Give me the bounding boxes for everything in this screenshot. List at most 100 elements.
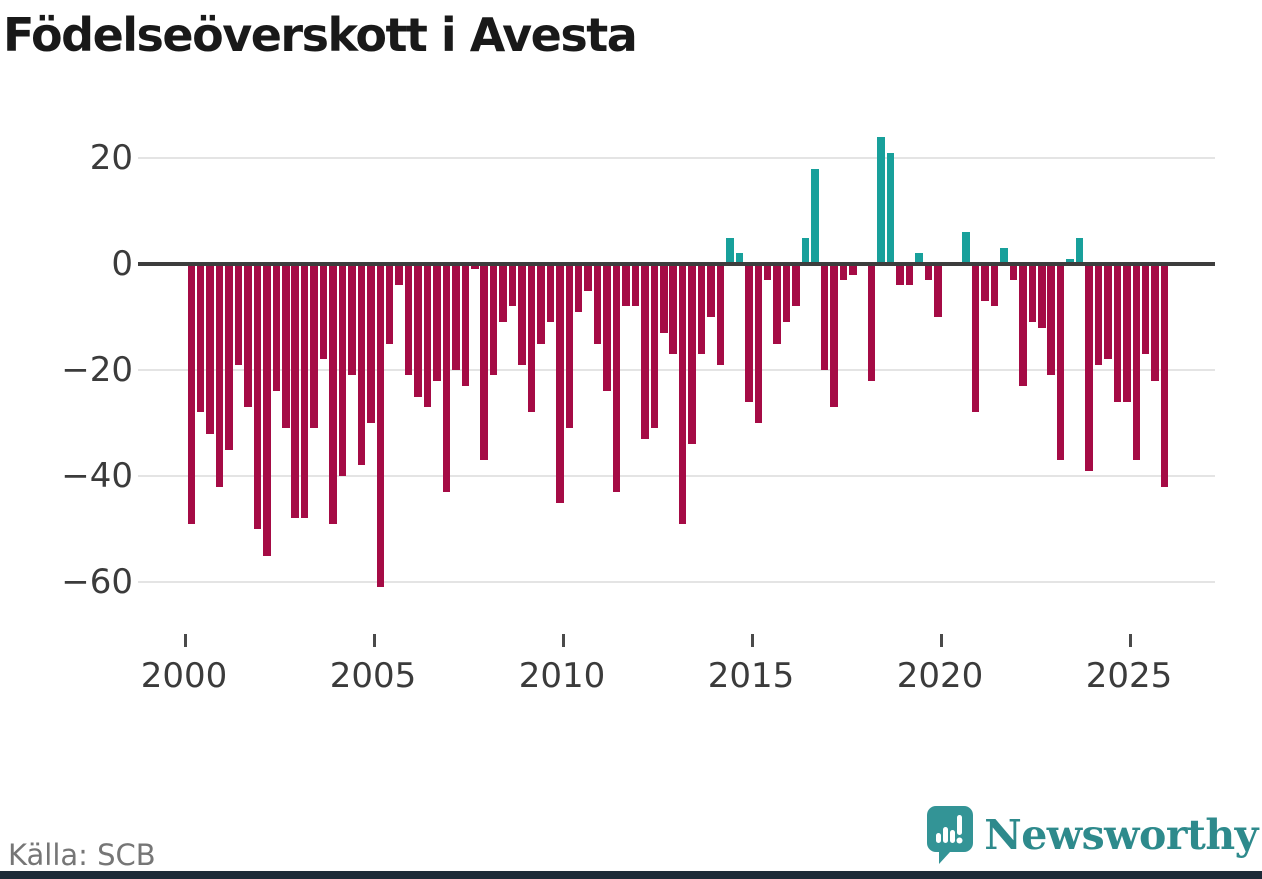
x-axis-tick <box>751 634 754 647</box>
newsworthy-logo: Newsworthy <box>926 805 1258 865</box>
bar-quarter-2013q2 <box>688 264 696 445</box>
bar-quarter-2020q4 <box>971 264 980 413</box>
y-axis-label: −40 <box>61 456 133 496</box>
x-axis-label: 2015 <box>707 656 795 696</box>
bar-quarter-2024q4 <box>1123 264 1131 402</box>
bar-quarter-2013q3 <box>697 264 706 355</box>
bar-quarter-2014q1 <box>716 264 725 365</box>
bar-quarter-2005q1 <box>376 264 384 588</box>
bar-quarter-2009q2 <box>537 264 545 344</box>
bar-quarter-2019q3 <box>924 264 933 280</box>
bar-quarter-2002q3 <box>282 264 290 429</box>
bar-quarter-2017q3 <box>849 264 857 275</box>
bar-quarter-2014q4 <box>745 264 753 402</box>
bar-quarter-2025q2 <box>1141 264 1150 355</box>
bar-quarter-2008q2 <box>499 264 507 323</box>
bar-quarter-2010q4 <box>593 264 602 344</box>
bar-quarter-2015q2 <box>763 264 772 280</box>
bar-quarter-2001q2 <box>234 264 243 365</box>
bar-quarter-2018q3 <box>886 152 895 264</box>
bar-quarter-2015q3 <box>773 264 781 344</box>
bar-quarter-2019q4 <box>934 264 942 317</box>
gridline <box>138 369 1215 371</box>
bar-quarter-2010q1 <box>565 264 573 429</box>
y-axis-label: 0 <box>111 244 133 284</box>
bar-quarter-2016q2 <box>801 237 810 264</box>
bar-quarter-2015q1 <box>754 264 762 423</box>
bar-quarter-2006q2 <box>423 264 432 408</box>
bar-quarter-2002q1 <box>263 264 271 556</box>
bar-quarter-2024q2 <box>1104 264 1112 360</box>
bar-quarter-2008q3 <box>508 264 517 307</box>
bar-quarter-2002q4 <box>291 264 299 519</box>
bar-quarter-2008q1 <box>489 264 498 376</box>
bar-quarter-2000q4 <box>215 264 224 487</box>
newsworthy-pin-barchart-icon <box>926 805 974 865</box>
bar-quarter-2011q2 <box>612 264 621 492</box>
bar-quarter-2002q2 <box>272 264 281 392</box>
x-axis-label: 2020 <box>896 656 984 696</box>
bar-quarter-2009q3 <box>546 264 555 323</box>
bar-quarter-2023q4 <box>1085 264 1093 471</box>
bar-quarter-2010q2 <box>574 264 583 312</box>
bar-quarter-2005q4 <box>404 264 413 376</box>
bar-quarter-2011q3 <box>622 264 630 307</box>
bar-quarter-2025q1 <box>1132 264 1140 461</box>
gridline <box>138 581 1215 583</box>
bar-quarter-2007q2 <box>461 264 470 386</box>
gridline <box>138 157 1215 159</box>
bar-quarter-2004q1 <box>338 264 347 476</box>
bar-quarter-2016q4 <box>820 264 829 370</box>
bar-quarter-2014q2 <box>726 237 734 264</box>
bar-quarter-2021q4 <box>1009 264 1018 280</box>
bar-quarter-2023q1 <box>1056 264 1065 461</box>
x-axis-label: 2010 <box>518 656 606 696</box>
bar-quarter-2003q1 <box>300 264 309 519</box>
bar-quarter-2006q4 <box>442 264 451 492</box>
bar-quarter-2024q3 <box>1113 264 1122 402</box>
bar-quarter-2008q4 <box>518 264 526 365</box>
y-axis-label: −60 <box>61 562 133 602</box>
bar-quarter-2023q2 <box>1066 258 1074 264</box>
zero-axis-line <box>138 262 1215 266</box>
bar-quarter-2022q2 <box>1028 264 1037 323</box>
bottom-accent-strip <box>0 871 1262 879</box>
bar-quarter-2013q1 <box>678 264 687 524</box>
bar-quarter-2012q1 <box>641 264 649 439</box>
gridline <box>138 475 1215 477</box>
x-axis-tick <box>1129 634 1132 647</box>
bar-quarter-2018q1 <box>867 264 876 381</box>
x-axis-tick <box>184 634 187 647</box>
bar-quarter-2003q3 <box>319 264 328 360</box>
bar-quarter-2017q2 <box>839 264 848 280</box>
bar-quarter-2003q4 <box>329 264 337 524</box>
source-label: Källa: SCB <box>8 838 156 872</box>
bar-quarter-2018q4 <box>896 264 904 286</box>
bar-quarter-2025q3 <box>1151 264 1159 381</box>
bar-quarter-2012q4 <box>669 264 677 355</box>
bar-quarter-2021q1 <box>981 264 989 302</box>
bar-quarter-2012q2 <box>650 264 659 429</box>
bar-quarter-2019q2 <box>915 253 923 264</box>
bar-quarter-2005q3 <box>395 264 403 286</box>
bar-quarter-2024q1 <box>1094 264 1103 365</box>
bar-quarter-2000q1 <box>187 264 195 524</box>
bar-quarter-2025q4 <box>1160 264 1169 487</box>
x-axis-tick <box>940 634 943 647</box>
bar-quarter-2018q2 <box>877 136 885 264</box>
bar-quarter-2016q1 <box>792 264 800 307</box>
bar-quarter-2001q1 <box>225 264 233 450</box>
bar-quarter-2009q4 <box>556 264 564 503</box>
bar-quarter-2009q1 <box>527 264 536 413</box>
bar-quarter-2022q4 <box>1047 264 1055 376</box>
bar-quarter-2022q3 <box>1038 264 1046 328</box>
bar-quarter-2011q4 <box>631 264 640 307</box>
bar-quarter-2015q4 <box>782 264 791 323</box>
bar-quarter-2021q2 <box>990 264 999 307</box>
bar-quarter-2007q4 <box>480 264 488 461</box>
bar-quarter-2022q1 <box>1019 264 1027 386</box>
bar-quarter-2005q2 <box>385 264 394 344</box>
bar-quarter-2012q3 <box>660 264 668 333</box>
